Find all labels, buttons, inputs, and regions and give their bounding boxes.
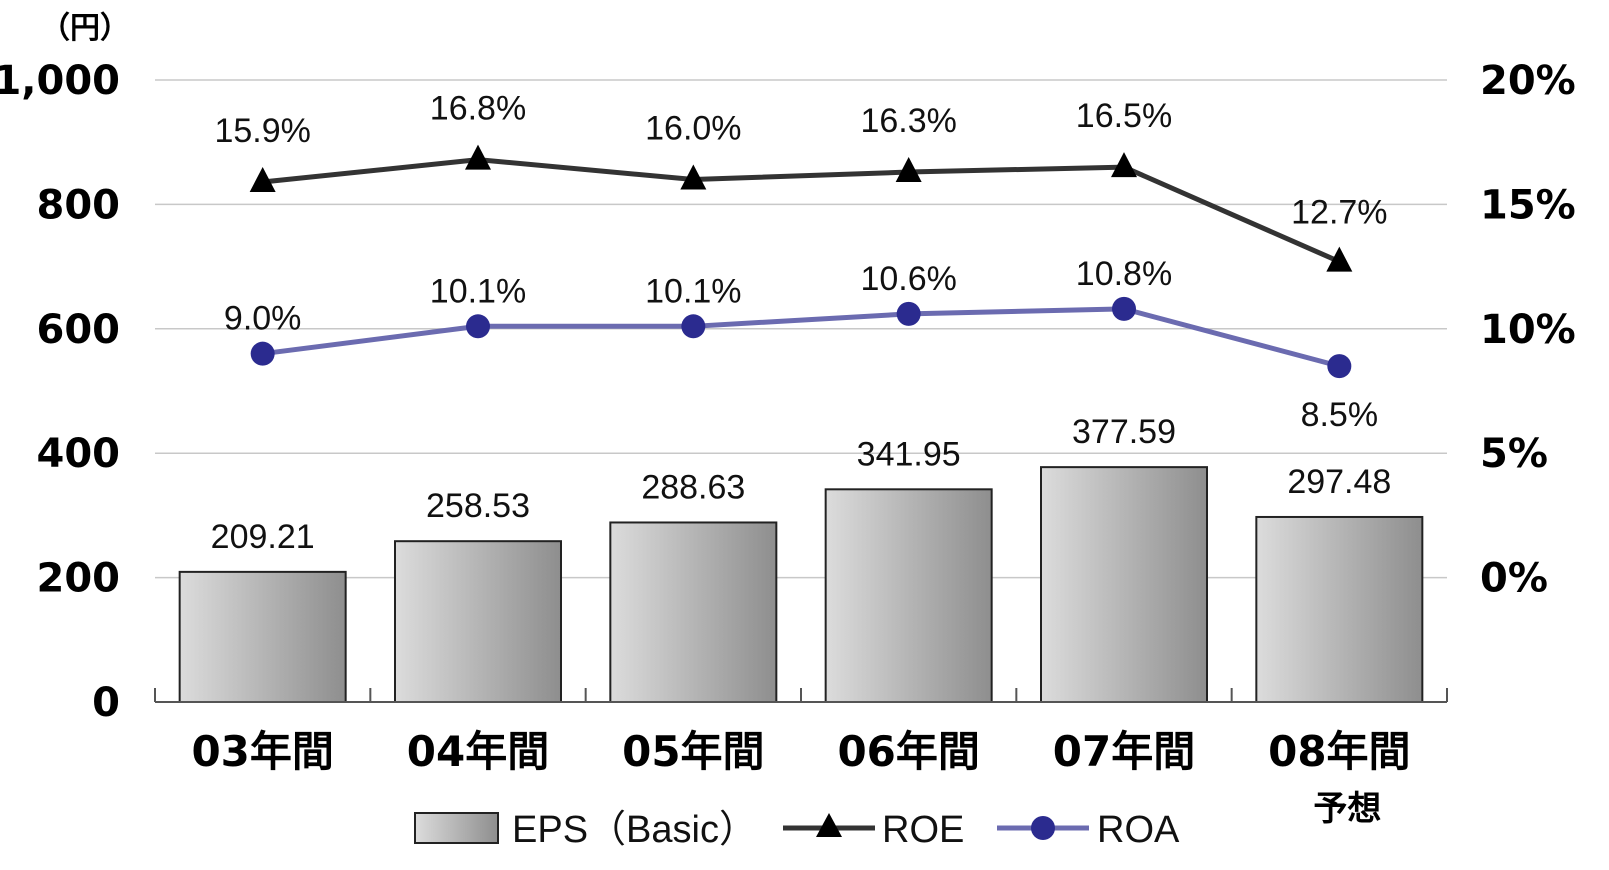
- legend-eps-swatch: [414, 812, 499, 844]
- category-label: 03年間: [191, 727, 333, 776]
- eps-bar: [609, 521, 778, 704]
- eps-bar: [394, 540, 562, 703]
- category-sublabel: 予想: [1313, 789, 1381, 829]
- right-tick-label: 0%: [1480, 556, 1548, 602]
- roe-point: [680, 164, 707, 190]
- roa-point: [681, 314, 706, 339]
- legend-eps-label: EPS（Basic）: [512, 809, 757, 851]
- legend-roe-label: ROE: [882, 809, 964, 851]
- roe-data-label: 16.8%: [430, 90, 526, 128]
- roa-point: [250, 341, 275, 366]
- roa-point: [896, 301, 921, 326]
- legend-roa-marker: [1031, 816, 1055, 840]
- roa-data-label: 9.0%: [224, 300, 302, 338]
- gridlines: [155, 79, 1447, 579]
- category-label: 07年間: [1053, 727, 1195, 776]
- roe-point: [1326, 246, 1353, 272]
- category-label: 05年間: [622, 727, 764, 776]
- roa-data-label: 10.6%: [860, 260, 956, 298]
- category-label: 08年間: [1268, 727, 1410, 776]
- roe-point: [465, 144, 491, 170]
- roa-data-label: 10.1%: [430, 272, 526, 310]
- roe-data-label: 12.7%: [1291, 194, 1387, 232]
- eps-bar-label: 297.48: [1287, 463, 1391, 501]
- eps-bar: [1040, 466, 1208, 703]
- category-label: 06年間: [837, 727, 979, 776]
- roa-data-label: 8.5%: [1301, 396, 1379, 434]
- category-label: 04年間: [407, 727, 549, 776]
- left-axis-ticks: 0 200 400 600 800 1,000: [0, 58, 120, 726]
- eps-bar: [1255, 515, 1424, 704]
- left-axis-unit-label: （円）: [40, 11, 130, 46]
- left-tick-label: 1,000: [0, 58, 120, 104]
- eps-bar-label: 377.59: [1072, 413, 1176, 451]
- roa-data-label: 10.1%: [645, 272, 741, 310]
- roa-point: [1112, 296, 1136, 321]
- roe-data-label: 15.9%: [214, 112, 310, 150]
- roa-point: [1327, 354, 1352, 379]
- roa-data-labels: 9.0% 10.1% 10.1% 10.6% 10.8% 8.5%: [224, 255, 1378, 434]
- roe-data-labels: 15.9% 16.8% 16.0% 16.3% 16.5% 12.7%: [214, 90, 1387, 232]
- right-tick-label: 10%: [1480, 307, 1576, 353]
- roe-line: [262, 157, 1341, 264]
- eps-bar: [178, 570, 347, 704]
- roe-point: [1111, 152, 1137, 178]
- roe-series: [249, 144, 1353, 272]
- legend: EPS（Basic） ROE ROA: [414, 809, 1180, 851]
- right-tick-label: 15%: [1480, 182, 1576, 228]
- legend-roe-marker: [816, 813, 842, 837]
- right-axis-ticks: 0% 5% 10% 15% 20%: [1480, 58, 1576, 602]
- eps-bar: [824, 488, 993, 703]
- roe-point: [895, 157, 922, 183]
- eps-bar-label: 288.63: [641, 468, 745, 506]
- roe-point: [249, 167, 276, 193]
- left-tick-label: 800: [37, 182, 121, 228]
- eps-bar-labels: 209.21 258.53 288.63 341.95 377.59 297.48: [211, 413, 1392, 556]
- roa-data-label: 10.8%: [1076, 255, 1172, 293]
- roa-line: [262, 306, 1340, 369]
- left-tick-label: 600: [37, 307, 121, 353]
- left-tick-label: 400: [37, 431, 121, 477]
- eps-bar-label: 209.21: [211, 518, 315, 556]
- left-tick-label: 200: [37, 556, 121, 602]
- roa-series: [250, 296, 1352, 379]
- roa-point: [466, 314, 490, 339]
- left-tick-label: 0: [92, 680, 120, 726]
- roe-data-label: 16.5%: [1076, 97, 1172, 135]
- roe-data-label: 16.0%: [645, 110, 741, 148]
- right-tick-label: 5%: [1480, 431, 1548, 477]
- legend-roa-label: ROA: [1097, 809, 1180, 851]
- x-axis: [154, 688, 1448, 703]
- eps-bar-label: 341.95: [857, 435, 961, 473]
- roe-data-label: 16.3%: [860, 102, 956, 140]
- eps-bar-label: 258.53: [426, 487, 530, 525]
- right-tick-label: 20%: [1480, 58, 1576, 104]
- eps-bars: [178, 466, 1424, 704]
